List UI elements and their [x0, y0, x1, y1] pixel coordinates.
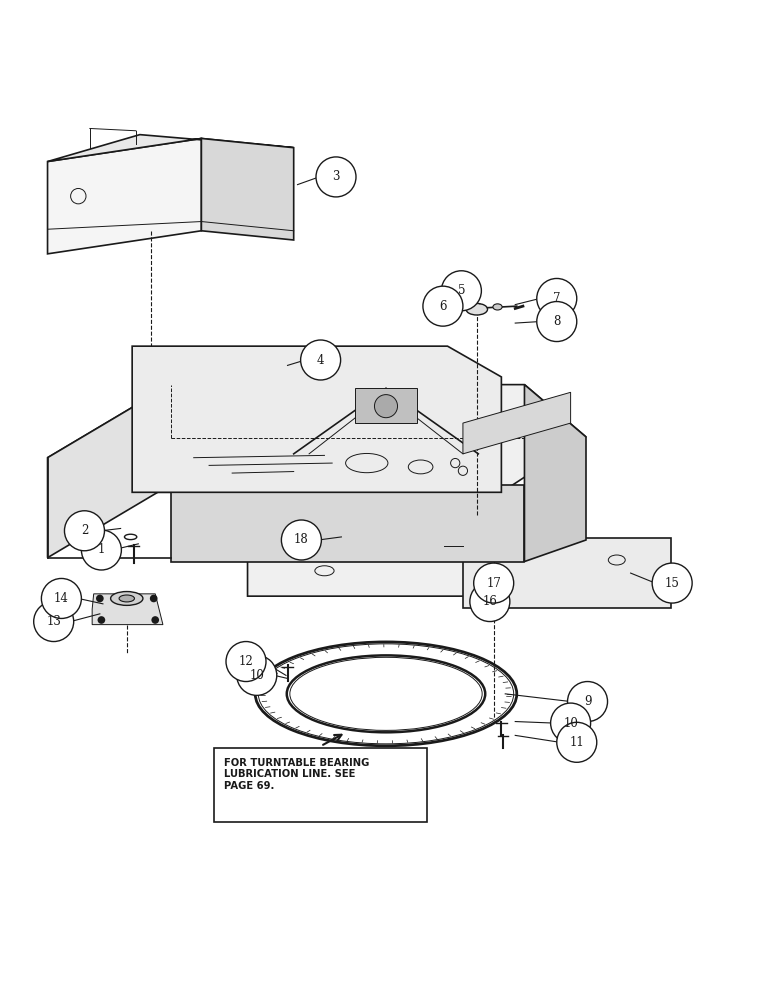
- Text: 17: 17: [486, 577, 501, 590]
- Circle shape: [237, 655, 277, 695]
- Polygon shape: [248, 546, 486, 596]
- Polygon shape: [48, 135, 293, 162]
- Text: 11: 11: [570, 736, 584, 749]
- Circle shape: [474, 563, 513, 603]
- Circle shape: [81, 530, 121, 570]
- Circle shape: [96, 595, 103, 602]
- Circle shape: [442, 271, 482, 311]
- Circle shape: [567, 682, 608, 722]
- Polygon shape: [48, 385, 586, 492]
- Text: 5: 5: [458, 284, 466, 297]
- Circle shape: [300, 340, 340, 380]
- Circle shape: [34, 602, 73, 642]
- Text: 6: 6: [439, 300, 447, 313]
- Polygon shape: [524, 385, 586, 562]
- Text: 10: 10: [564, 717, 578, 730]
- Circle shape: [316, 157, 356, 197]
- Circle shape: [652, 563, 692, 603]
- Text: 4: 4: [317, 354, 324, 367]
- Ellipse shape: [119, 595, 134, 602]
- Polygon shape: [463, 538, 671, 608]
- Circle shape: [423, 286, 463, 326]
- Text: 2: 2: [81, 524, 88, 537]
- Polygon shape: [92, 594, 163, 625]
- Text: 8: 8: [553, 315, 560, 328]
- Circle shape: [226, 642, 266, 682]
- Text: 1: 1: [98, 543, 105, 556]
- Text: 18: 18: [294, 533, 309, 546]
- Ellipse shape: [493, 304, 502, 310]
- Circle shape: [550, 703, 591, 743]
- Polygon shape: [171, 485, 524, 562]
- Ellipse shape: [466, 303, 488, 315]
- Polygon shape: [463, 392, 571, 454]
- Circle shape: [537, 278, 577, 318]
- Polygon shape: [48, 385, 171, 558]
- Ellipse shape: [110, 592, 143, 605]
- Circle shape: [374, 395, 398, 418]
- Text: 16: 16: [482, 595, 497, 608]
- Text: 15: 15: [665, 577, 679, 590]
- Circle shape: [537, 302, 577, 342]
- Text: FOR TURNTABLE BEARING
LUBRICATION LINE. SEE
PAGE 69.: FOR TURNTABLE BEARING LUBRICATION LINE. …: [225, 758, 370, 791]
- Text: 12: 12: [239, 655, 253, 668]
- Circle shape: [97, 616, 105, 624]
- Circle shape: [281, 520, 321, 560]
- Polygon shape: [132, 346, 501, 492]
- FancyBboxPatch shape: [215, 748, 427, 822]
- Circle shape: [151, 616, 159, 624]
- Circle shape: [42, 578, 81, 618]
- Polygon shape: [355, 388, 417, 423]
- Circle shape: [150, 595, 157, 602]
- Circle shape: [470, 582, 510, 622]
- Polygon shape: [201, 138, 293, 240]
- Text: 13: 13: [46, 615, 61, 628]
- Text: 10: 10: [249, 669, 264, 682]
- Text: 3: 3: [332, 170, 340, 183]
- Polygon shape: [48, 138, 201, 254]
- Circle shape: [65, 511, 104, 551]
- Text: 9: 9: [584, 695, 591, 708]
- Text: 14: 14: [54, 592, 69, 605]
- Circle shape: [557, 722, 597, 762]
- Text: 7: 7: [553, 292, 560, 305]
